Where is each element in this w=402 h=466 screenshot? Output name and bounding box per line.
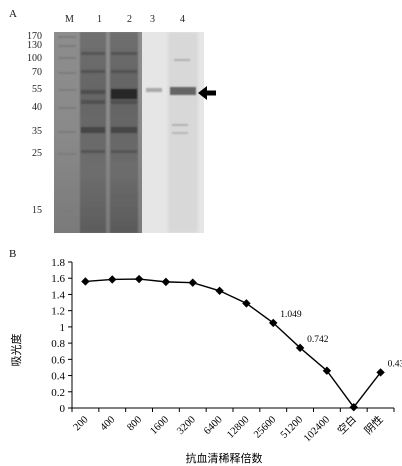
lane-label-m: M — [65, 14, 74, 25]
titer-line-chart: 吸光度 抗血清稀释倍数 0 0.2 0.4 0.6 0.8 1 1.2 1.4 1.6 1.8 20… — [9, 257, 402, 465]
data-label: 0.439 — [388, 359, 402, 369]
y-tick-label: 1.2 — [51, 306, 65, 318]
x-tick-label: 102400 — [302, 414, 332, 444]
data-point — [188, 278, 197, 287]
data-point — [269, 318, 278, 328]
marker-label: 55 — [32, 84, 42, 95]
x-tick-label: 3200 — [175, 414, 198, 437]
x-tick-label: 200 — [72, 414, 91, 433]
y-tick-label: 1.8 — [51, 257, 65, 269]
marker-bands — [58, 36, 76, 212]
data-label: 1.049 — [280, 310, 302, 320]
data-point — [215, 286, 224, 295]
blot-bands — [146, 59, 196, 134]
y-tick-label: 1.4 — [51, 289, 65, 301]
marker-label: 35 — [32, 126, 42, 137]
data-point — [322, 366, 332, 375]
marker-labels: 170 130 100 70 55 40 35 25 15 — [0, 0, 48, 230]
data-label: 0.742 — [307, 335, 329, 345]
lane-labels: M 1 2 3 4 — [0, 14, 402, 28]
lane-label-2: 2 — [127, 14, 132, 25]
y-axis-label: 吸光度 — [9, 334, 23, 367]
arrow-left-icon — [198, 86, 216, 105]
y-tick-label: 0 — [60, 403, 66, 415]
y-tick-label: 0.2 — [51, 387, 65, 399]
x-tick-label: 空白 — [335, 413, 359, 437]
panel-a-letter: A — [9, 8, 17, 20]
marker-label: 25 — [32, 148, 42, 159]
x-tick-label: 800 — [125, 414, 144, 433]
marker-label: 15 — [32, 205, 42, 216]
gel-blot-image — [54, 32, 204, 233]
x-axis-label: 抗血清稀释倍数 — [186, 451, 263, 465]
data-point — [108, 275, 117, 284]
x-tick-label: 6400 — [202, 414, 225, 437]
data-point — [242, 299, 251, 308]
data-point — [81, 277, 90, 286]
data-point — [134, 274, 144, 284]
series-line — [353, 371, 382, 408]
x-tick-label: 1600 — [148, 414, 171, 437]
y-tick-label: 0.6 — [51, 354, 65, 366]
y-tick-label: 1 — [60, 322, 66, 334]
lane-label-3: 3 — [150, 14, 155, 25]
y-tick-label: 0.8 — [51, 338, 65, 350]
lane-label-4: 4 — [180, 14, 185, 25]
gel-protein-bands — [81, 52, 137, 153]
data-point — [295, 343, 305, 353]
x-tick-label: 12800 — [225, 414, 251, 440]
panel-b-letter: B — [9, 248, 17, 260]
data-point — [376, 368, 385, 377]
y-tick-label: 0.4 — [51, 371, 65, 383]
data-point — [161, 277, 171, 287]
y-tick-label: 1.6 — [51, 273, 65, 285]
data-point — [349, 402, 358, 412]
x-tick-label: 400 — [98, 414, 117, 433]
marker-label: 70 — [32, 67, 42, 78]
marker-label: 130 — [27, 40, 42, 51]
marker-label: 40 — [32, 102, 42, 113]
x-tick-label: 25600 — [252, 414, 278, 440]
x-tick-label: 阴性 — [362, 413, 386, 437]
marker-label: 100 — [27, 53, 42, 64]
lane-label-1: 1 — [97, 14, 102, 25]
marker-label: 170 — [27, 31, 42, 42]
